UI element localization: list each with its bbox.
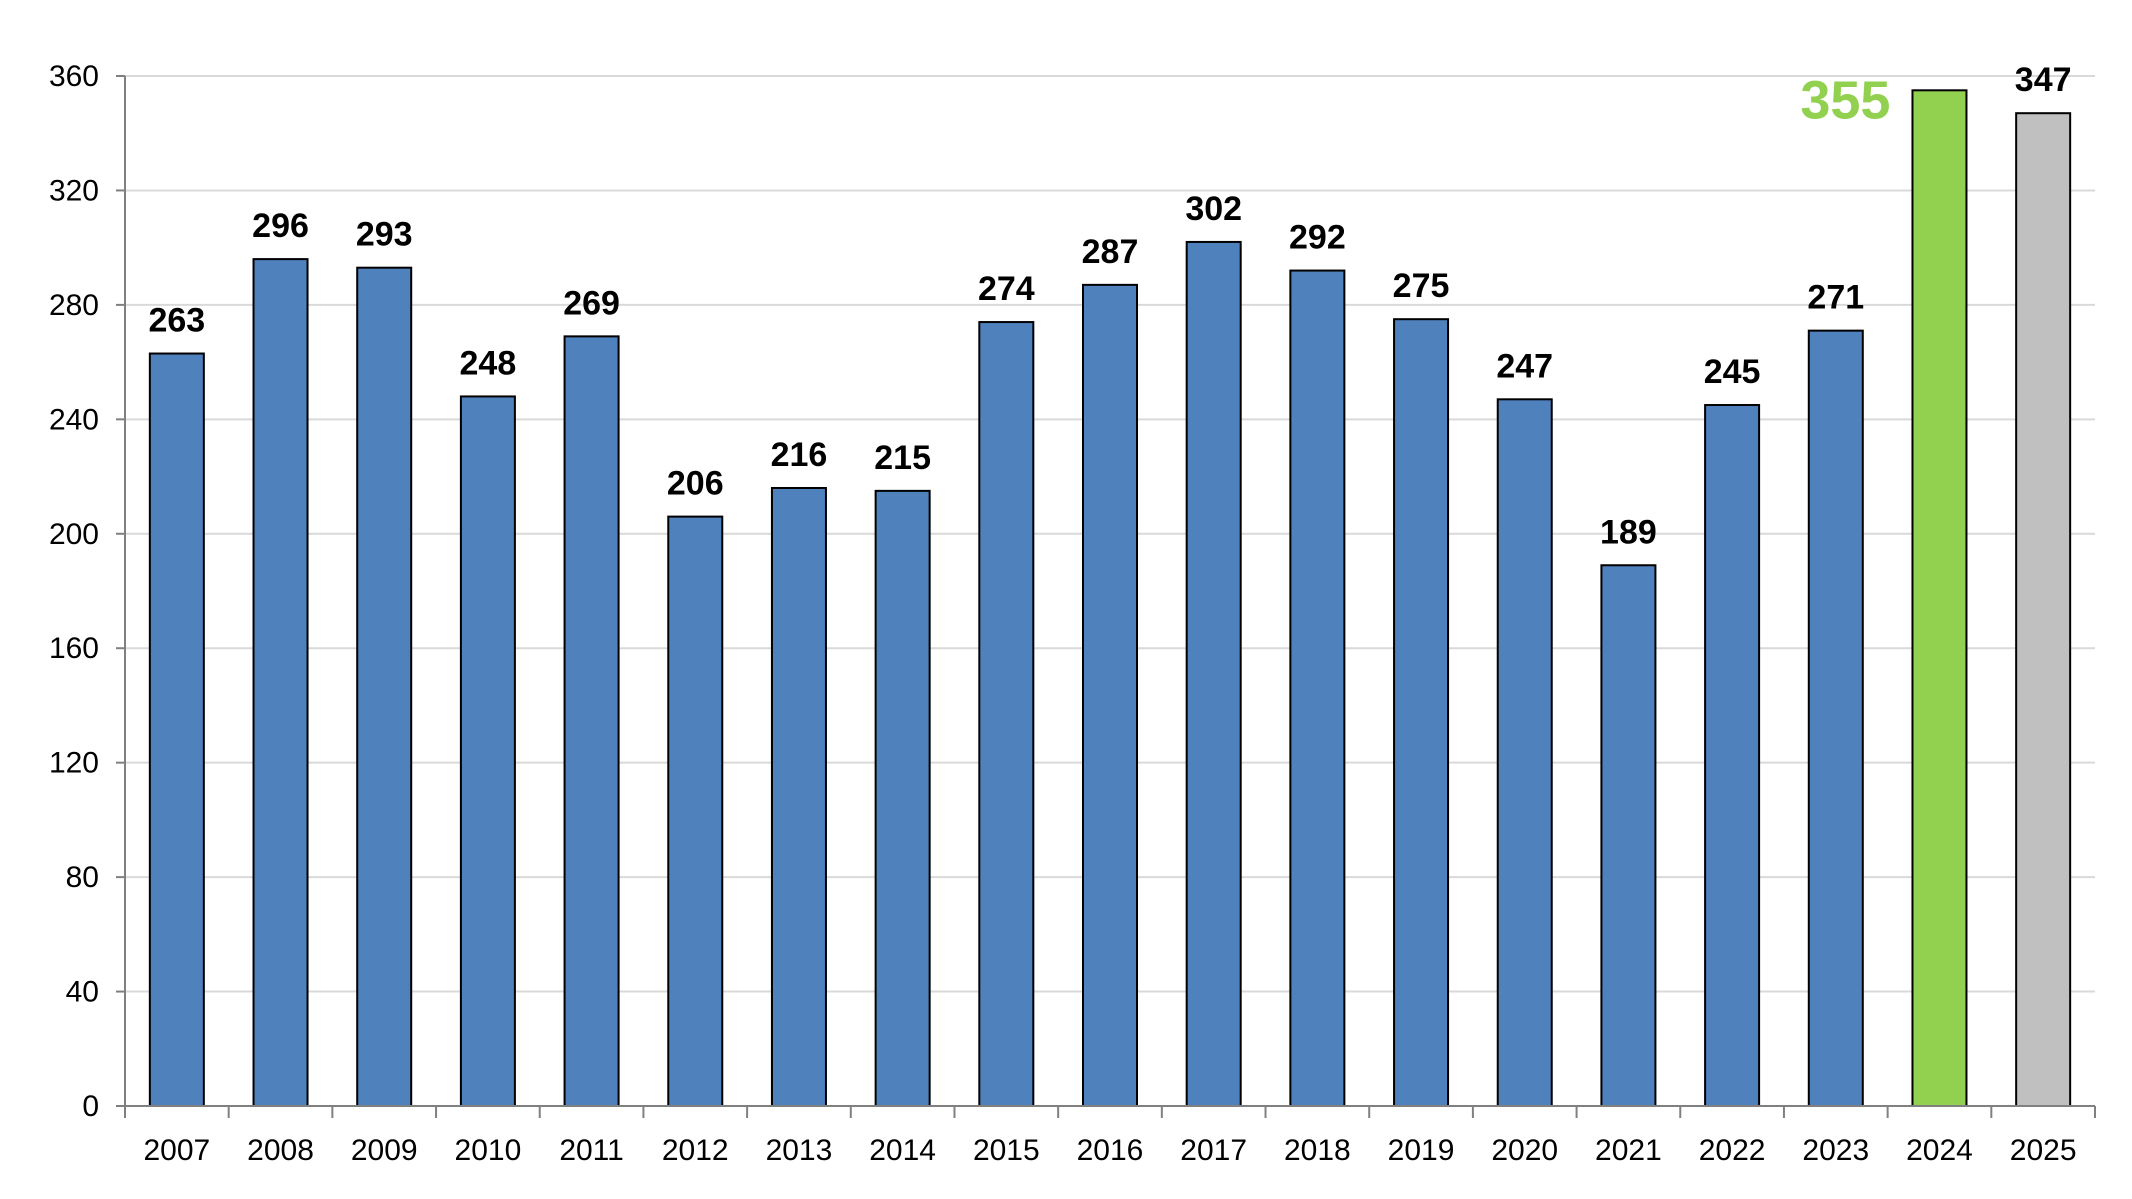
x-tick-label-2020: 2020 [1491,1134,1558,1167]
x-tick-label-2009: 2009 [351,1134,418,1167]
bar-2021 [1600,564,1657,1107]
x-tick-label-2011: 2011 [559,1134,624,1167]
data-label-2016: 287 [1082,233,1139,271]
data-label-2013: 216 [771,436,828,474]
bars [148,89,2072,1108]
data-label-2012: 206 [667,465,724,503]
bar-2008 [252,258,309,1108]
bar-2009 [356,266,413,1107]
data-label-2008: 296 [252,207,309,245]
x-tick-label-2017: 2017 [1180,1134,1247,1167]
data-label-2020: 247 [1496,347,1553,385]
data-label-2021: 189 [1600,513,1657,551]
bar-2007 [148,352,205,1107]
y-tick-label: 200 [49,518,99,551]
data-label-2009: 293 [356,216,413,254]
bar-2018 [1289,269,1346,1107]
x-tick-label-2016: 2016 [1077,1134,1144,1167]
x-tick-label-2019: 2019 [1388,1134,1455,1167]
bar-2024 [1911,89,1968,1108]
data-label-2010: 248 [460,344,517,382]
y-tick-label: 120 [49,747,99,780]
bar-2015 [978,321,1035,1107]
x-tick-label-2012: 2012 [662,1134,729,1167]
bar-2013 [770,487,827,1107]
y-tick-label: 80 [66,861,99,894]
bar-2010 [459,395,516,1107]
bar-2019 [1393,318,1450,1107]
bar-2011 [563,335,620,1108]
y-tick-label: 40 [66,976,99,1009]
x-tick-label-2021: 2021 [1595,1134,1662,1167]
x-tick-label-2015: 2015 [973,1134,1040,1167]
y-tick-label: 0 [82,1090,99,1123]
data-label-2007: 263 [148,302,205,340]
data-labels: 263 296 293 248 269 206 216 215 274 287 302 292 275 2… [148,61,2071,551]
x-tick-label-2007: 2007 [143,1134,210,1167]
bar-2023 [1807,329,1864,1107]
bar-2022 [1704,404,1761,1107]
x-tick-label-2023: 2023 [1802,1134,1869,1167]
x-tick-label-2008: 2008 [247,1134,314,1167]
data-label-2022: 245 [1704,353,1761,391]
bar-2016 [1082,283,1138,1108]
data-label-2025: 347 [2015,61,2072,99]
data-label-2015: 274 [978,270,1035,308]
data-label-2014: 215 [874,439,931,477]
x-tick-label-2024: 2024 [1906,1134,1973,1167]
axes [116,75,2096,1118]
x-tick-label-2022: 2022 [1699,1134,1766,1167]
x-tick-label-2018: 2018 [1284,1134,1351,1167]
bar-2020 [1496,398,1553,1107]
y-axis-tick-labels: 0 40 80 120 160 200 240 280 320 360 [49,60,99,1123]
x-axis-tick-labels: 2007 2008 2009 2010 2011 2012 2013 2014 2015 2016… [143,1134,2076,1167]
bar-2025 [2015,112,2072,1107]
y-tick-label: 320 [49,174,99,207]
x-tick-label-2013: 2013 [766,1134,833,1167]
bar-2014 [874,489,931,1108]
data-label-2024: 355 [1800,70,1890,130]
y-tick-label: 360 [49,60,99,93]
x-tick-label-2010: 2010 [455,1134,522,1167]
data-label-2017: 302 [1185,190,1242,228]
y-tick-label: 160 [49,632,99,665]
y-tick-label: 240 [49,403,99,436]
x-tick-label-2014: 2014 [869,1134,936,1167]
data-label-2019: 275 [1393,267,1450,305]
data-label-2018: 292 [1289,219,1346,257]
bar-2012 [667,515,724,1107]
data-label-2023: 271 [1807,279,1864,317]
x-tick-label-2025: 2025 [2010,1134,2077,1167]
y-tick-label: 280 [49,289,99,322]
bar-2017 [1185,240,1242,1107]
data-label-2011: 269 [563,284,620,322]
